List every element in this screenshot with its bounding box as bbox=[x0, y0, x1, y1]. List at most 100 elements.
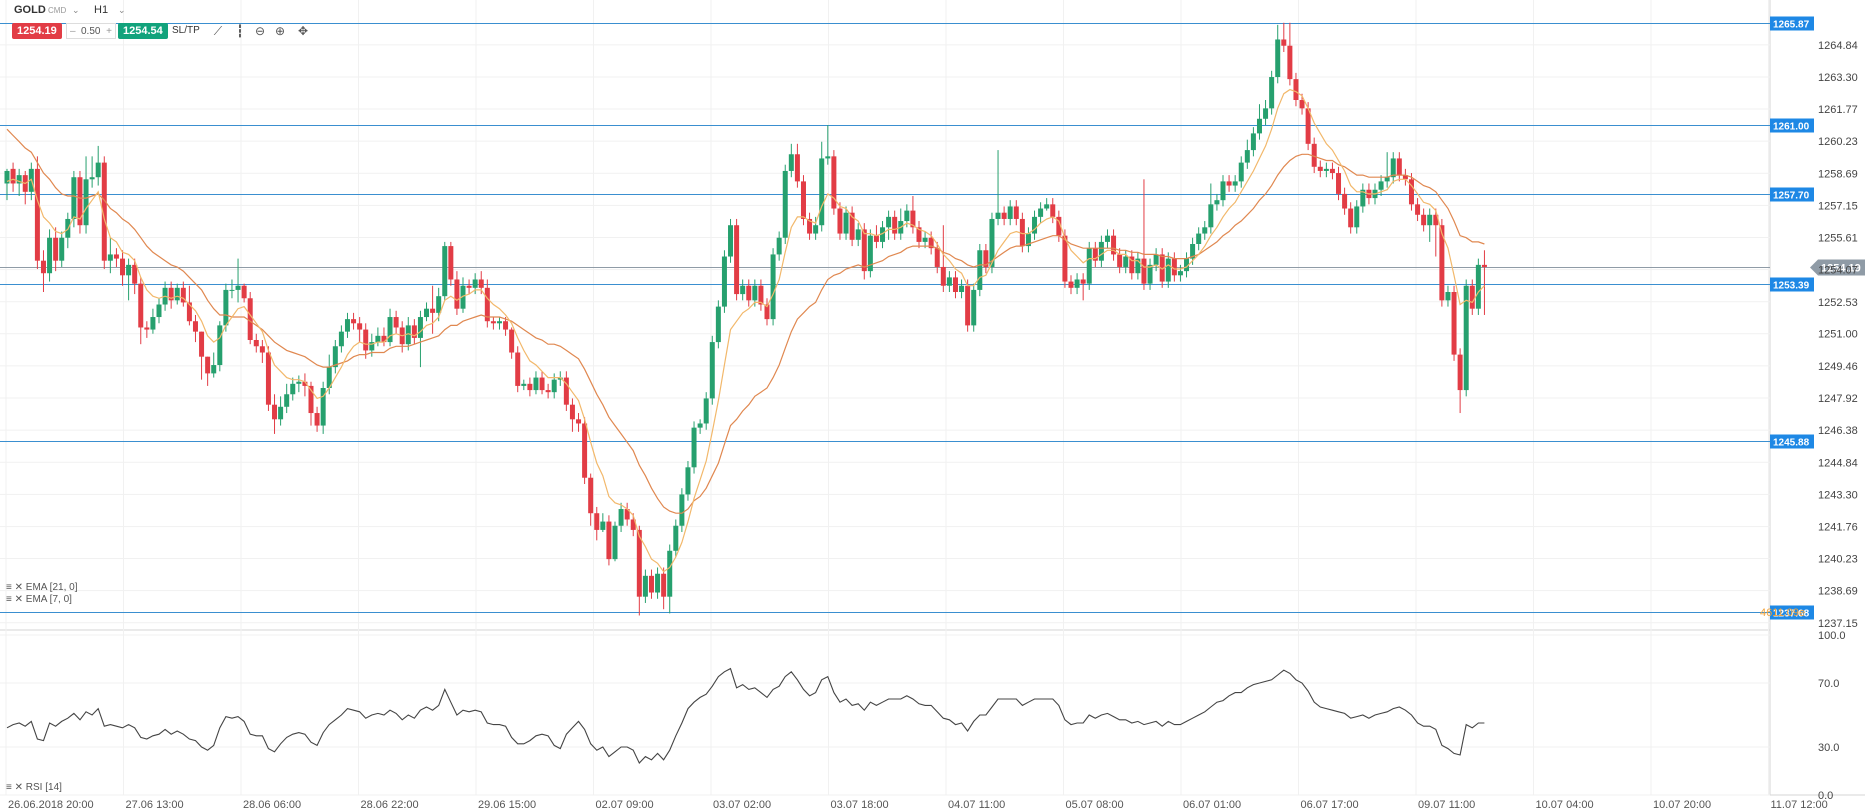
ema21-name: EMA [21, 0] bbox=[25, 582, 78, 593]
volume-stepper[interactable]: – 0.50 + bbox=[66, 23, 116, 39]
x-tick-label: 02.07 09:00 bbox=[596, 799, 654, 809]
candle-body bbox=[551, 379, 557, 393]
rsi-label[interactable]: ≡ ✕ RSI [14] bbox=[6, 782, 62, 793]
current-price-label: 1254.19 bbox=[1821, 263, 1861, 275]
candle-body bbox=[132, 264, 138, 284]
x-tick-label: 03.07 18:00 bbox=[831, 799, 889, 809]
y-tick-label: 1263.30 bbox=[1818, 72, 1858, 84]
candle-body bbox=[679, 494, 685, 526]
candle-body bbox=[369, 342, 375, 351]
chevron-down-icon[interactable]: ⌄ bbox=[118, 5, 126, 15]
candle-body bbox=[156, 304, 162, 318]
x-tick-label: 26.06.2018 20:00 bbox=[8, 799, 94, 809]
candle-body bbox=[1038, 208, 1044, 217]
candle-body bbox=[1214, 200, 1220, 205]
sltp-button[interactable]: SL/TP bbox=[172, 25, 200, 36]
volume-value[interactable]: 0.50 bbox=[81, 26, 101, 37]
candle-body bbox=[59, 237, 65, 261]
candle-body bbox=[764, 304, 770, 320]
y-tick-label: 1241.76 bbox=[1818, 522, 1858, 534]
rsi-name: RSI [14] bbox=[25, 782, 62, 793]
candle-body bbox=[168, 287, 174, 301]
horizontal-levels[interactable]: 1265.87 1261.00 1257.70 1253.39 1245.88 1237.… bbox=[0, 16, 1865, 620]
x-tick-label: 04.07 11:00 bbox=[948, 799, 1005, 809]
line-chart-icon[interactable]: ⟋ bbox=[213, 24, 223, 38]
candle-body bbox=[363, 329, 369, 351]
candle-body bbox=[880, 227, 886, 242]
candle-body bbox=[557, 377, 563, 380]
candle-body bbox=[1463, 285, 1469, 391]
candle-body bbox=[758, 285, 764, 305]
candle-body bbox=[235, 285, 241, 290]
candle-body bbox=[1263, 108, 1269, 119]
increase-volume-button[interactable]: + bbox=[106, 26, 112, 37]
candle-body bbox=[387, 317, 393, 343]
candle-body bbox=[1408, 179, 1414, 205]
buy-button[interactable]: 1254.54 bbox=[118, 23, 168, 39]
candle-body bbox=[1159, 254, 1165, 282]
rsi-tick-label: 0.0 bbox=[1818, 790, 1833, 802]
ema-lines bbox=[6, 88, 1485, 573]
candle-body bbox=[1250, 133, 1256, 151]
candle-chart-icon[interactable]: ┇ bbox=[236, 24, 244, 38]
candle-body bbox=[715, 306, 721, 343]
candle-body bbox=[296, 381, 302, 384]
symbol-name[interactable]: GOLD bbox=[14, 4, 46, 16]
sell-button[interactable]: 1254.19 bbox=[12, 23, 62, 39]
candle-body bbox=[490, 321, 496, 324]
crosshair-icon[interactable]: ✥ bbox=[297, 24, 309, 38]
candle-body bbox=[95, 162, 101, 178]
zoom-in-icon[interactable]: ⊕ bbox=[274, 24, 286, 38]
candle-body bbox=[1475, 264, 1481, 309]
y-tick-label: 1237.15 bbox=[1818, 618, 1858, 630]
candle-body bbox=[515, 352, 521, 386]
zoom-out-icon[interactable]: ⊖ bbox=[254, 24, 266, 38]
candle-body bbox=[192, 321, 198, 332]
candle-body bbox=[89, 177, 95, 180]
candle-body bbox=[576, 419, 582, 424]
candle-body bbox=[1256, 118, 1262, 134]
candle-body bbox=[1427, 214, 1433, 226]
x-tick-label: 06.07 01:00 bbox=[1183, 799, 1241, 809]
candle-body bbox=[381, 335, 387, 343]
candle-body bbox=[247, 298, 253, 340]
candle-body bbox=[411, 325, 417, 338]
level-price-tag bbox=[1770, 187, 1814, 202]
candle-body bbox=[807, 218, 813, 234]
y-tick-label: 1257.15 bbox=[1818, 200, 1858, 212]
candle-body bbox=[357, 323, 363, 330]
ema7-label[interactable]: ≡ ✕ EMA [7, 0] bbox=[6, 594, 72, 605]
ema21-label[interactable]: ≡ ✕ EMA [21, 0] bbox=[6, 582, 78, 593]
candle-body bbox=[34, 168, 40, 261]
candle-body bbox=[71, 177, 77, 219]
candle-body bbox=[430, 308, 436, 313]
ema21-line bbox=[6, 128, 1485, 514]
timeframe-selector[interactable]: H1 bbox=[94, 4, 109, 16]
candle-body bbox=[460, 285, 466, 309]
candle-body bbox=[588, 477, 594, 514]
candle-body bbox=[697, 423, 703, 428]
candle-body bbox=[673, 525, 679, 551]
candle-body bbox=[892, 216, 898, 234]
candle-body bbox=[1056, 216, 1062, 236]
candle-body bbox=[302, 381, 308, 386]
candle-body bbox=[217, 325, 223, 366]
candle-body bbox=[211, 365, 217, 374]
candle-body bbox=[1481, 264, 1487, 267]
candle-body bbox=[667, 550, 673, 597]
chevron-down-icon[interactable]: ⌄ bbox=[72, 5, 80, 15]
candle-body bbox=[691, 427, 697, 468]
candle-body bbox=[1104, 235, 1110, 242]
candle-body bbox=[813, 225, 819, 234]
candle-body bbox=[946, 277, 952, 286]
candle-body bbox=[983, 250, 989, 267]
candle-body bbox=[1111, 235, 1117, 255]
candle-body bbox=[1171, 258, 1177, 276]
candle-body bbox=[1068, 281, 1074, 288]
candle-body bbox=[782, 170, 788, 238]
candle-body bbox=[734, 225, 740, 295]
candle-body bbox=[1074, 279, 1080, 288]
decrease-volume-button[interactable]: – bbox=[70, 26, 76, 37]
candle-body bbox=[1390, 158, 1396, 178]
